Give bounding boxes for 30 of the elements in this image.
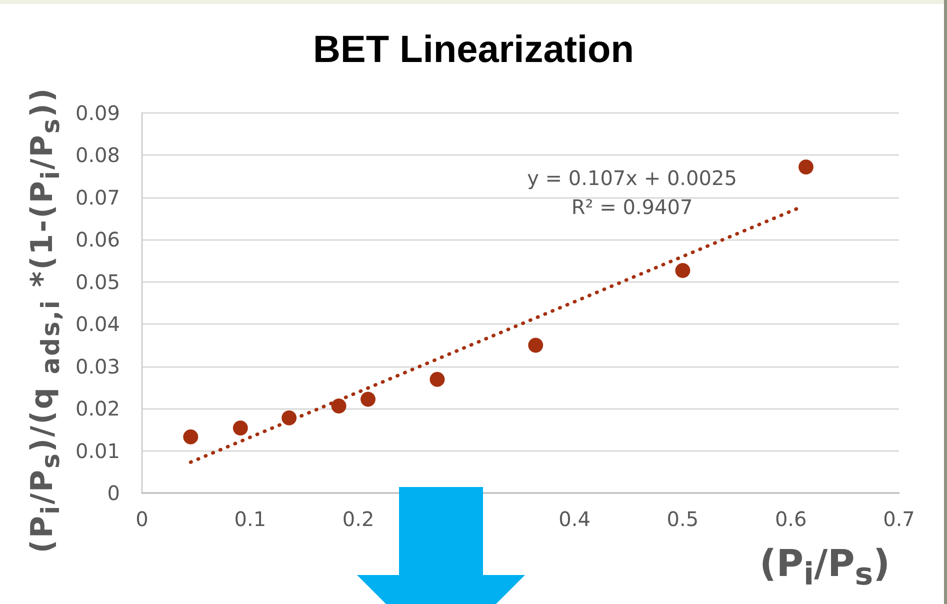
- point: [282, 410, 297, 426]
- x-axis-title: (P$_{i}$/P$_{s}$): [759, 542, 890, 592]
- point: [675, 262, 690, 278]
- point: [430, 372, 445, 387]
- x-tick-label: 0.6: [774, 507, 807, 531]
- y-tick-label: 0.03: [75, 354, 120, 378]
- y-tick-label: 0.04: [75, 312, 120, 336]
- x-tick-label: 0.1: [234, 507, 266, 531]
- point: [232, 420, 248, 436]
- y-tick-label: 0.08: [75, 143, 120, 168]
- y-tick-label: 0.01: [75, 438, 120, 463]
- point: [331, 398, 346, 414]
- chart-title: BET Linearization: [313, 29, 634, 71]
- y-tick-label: 0.02: [75, 396, 120, 421]
- point: [798, 160, 814, 175]
- annotation: R² = 0.9407: [571, 195, 693, 219]
- point: [360, 392, 376, 407]
- x-tick-label: 0: [136, 507, 148, 531]
- x-tick-label: 0.5: [666, 507, 699, 531]
- y-tick-label: 0.09: [75, 101, 120, 125]
- point: [183, 429, 198, 444]
- y-tick-label: 0.05: [75, 270, 120, 294]
- annotation: y = 0.107x + 0.0025: [527, 166, 737, 190]
- x-tick-label: 0.4: [558, 507, 590, 531]
- y-tick-label: 0.07: [75, 185, 120, 210]
- x-tick-label: 0.7: [883, 507, 915, 531]
- point: [528, 338, 544, 353]
- y-tick-label: 0: [107, 481, 120, 505]
- y-tick-label: 0.06: [75, 228, 120, 252]
- x-tick-label: 0.2: [342, 507, 374, 531]
